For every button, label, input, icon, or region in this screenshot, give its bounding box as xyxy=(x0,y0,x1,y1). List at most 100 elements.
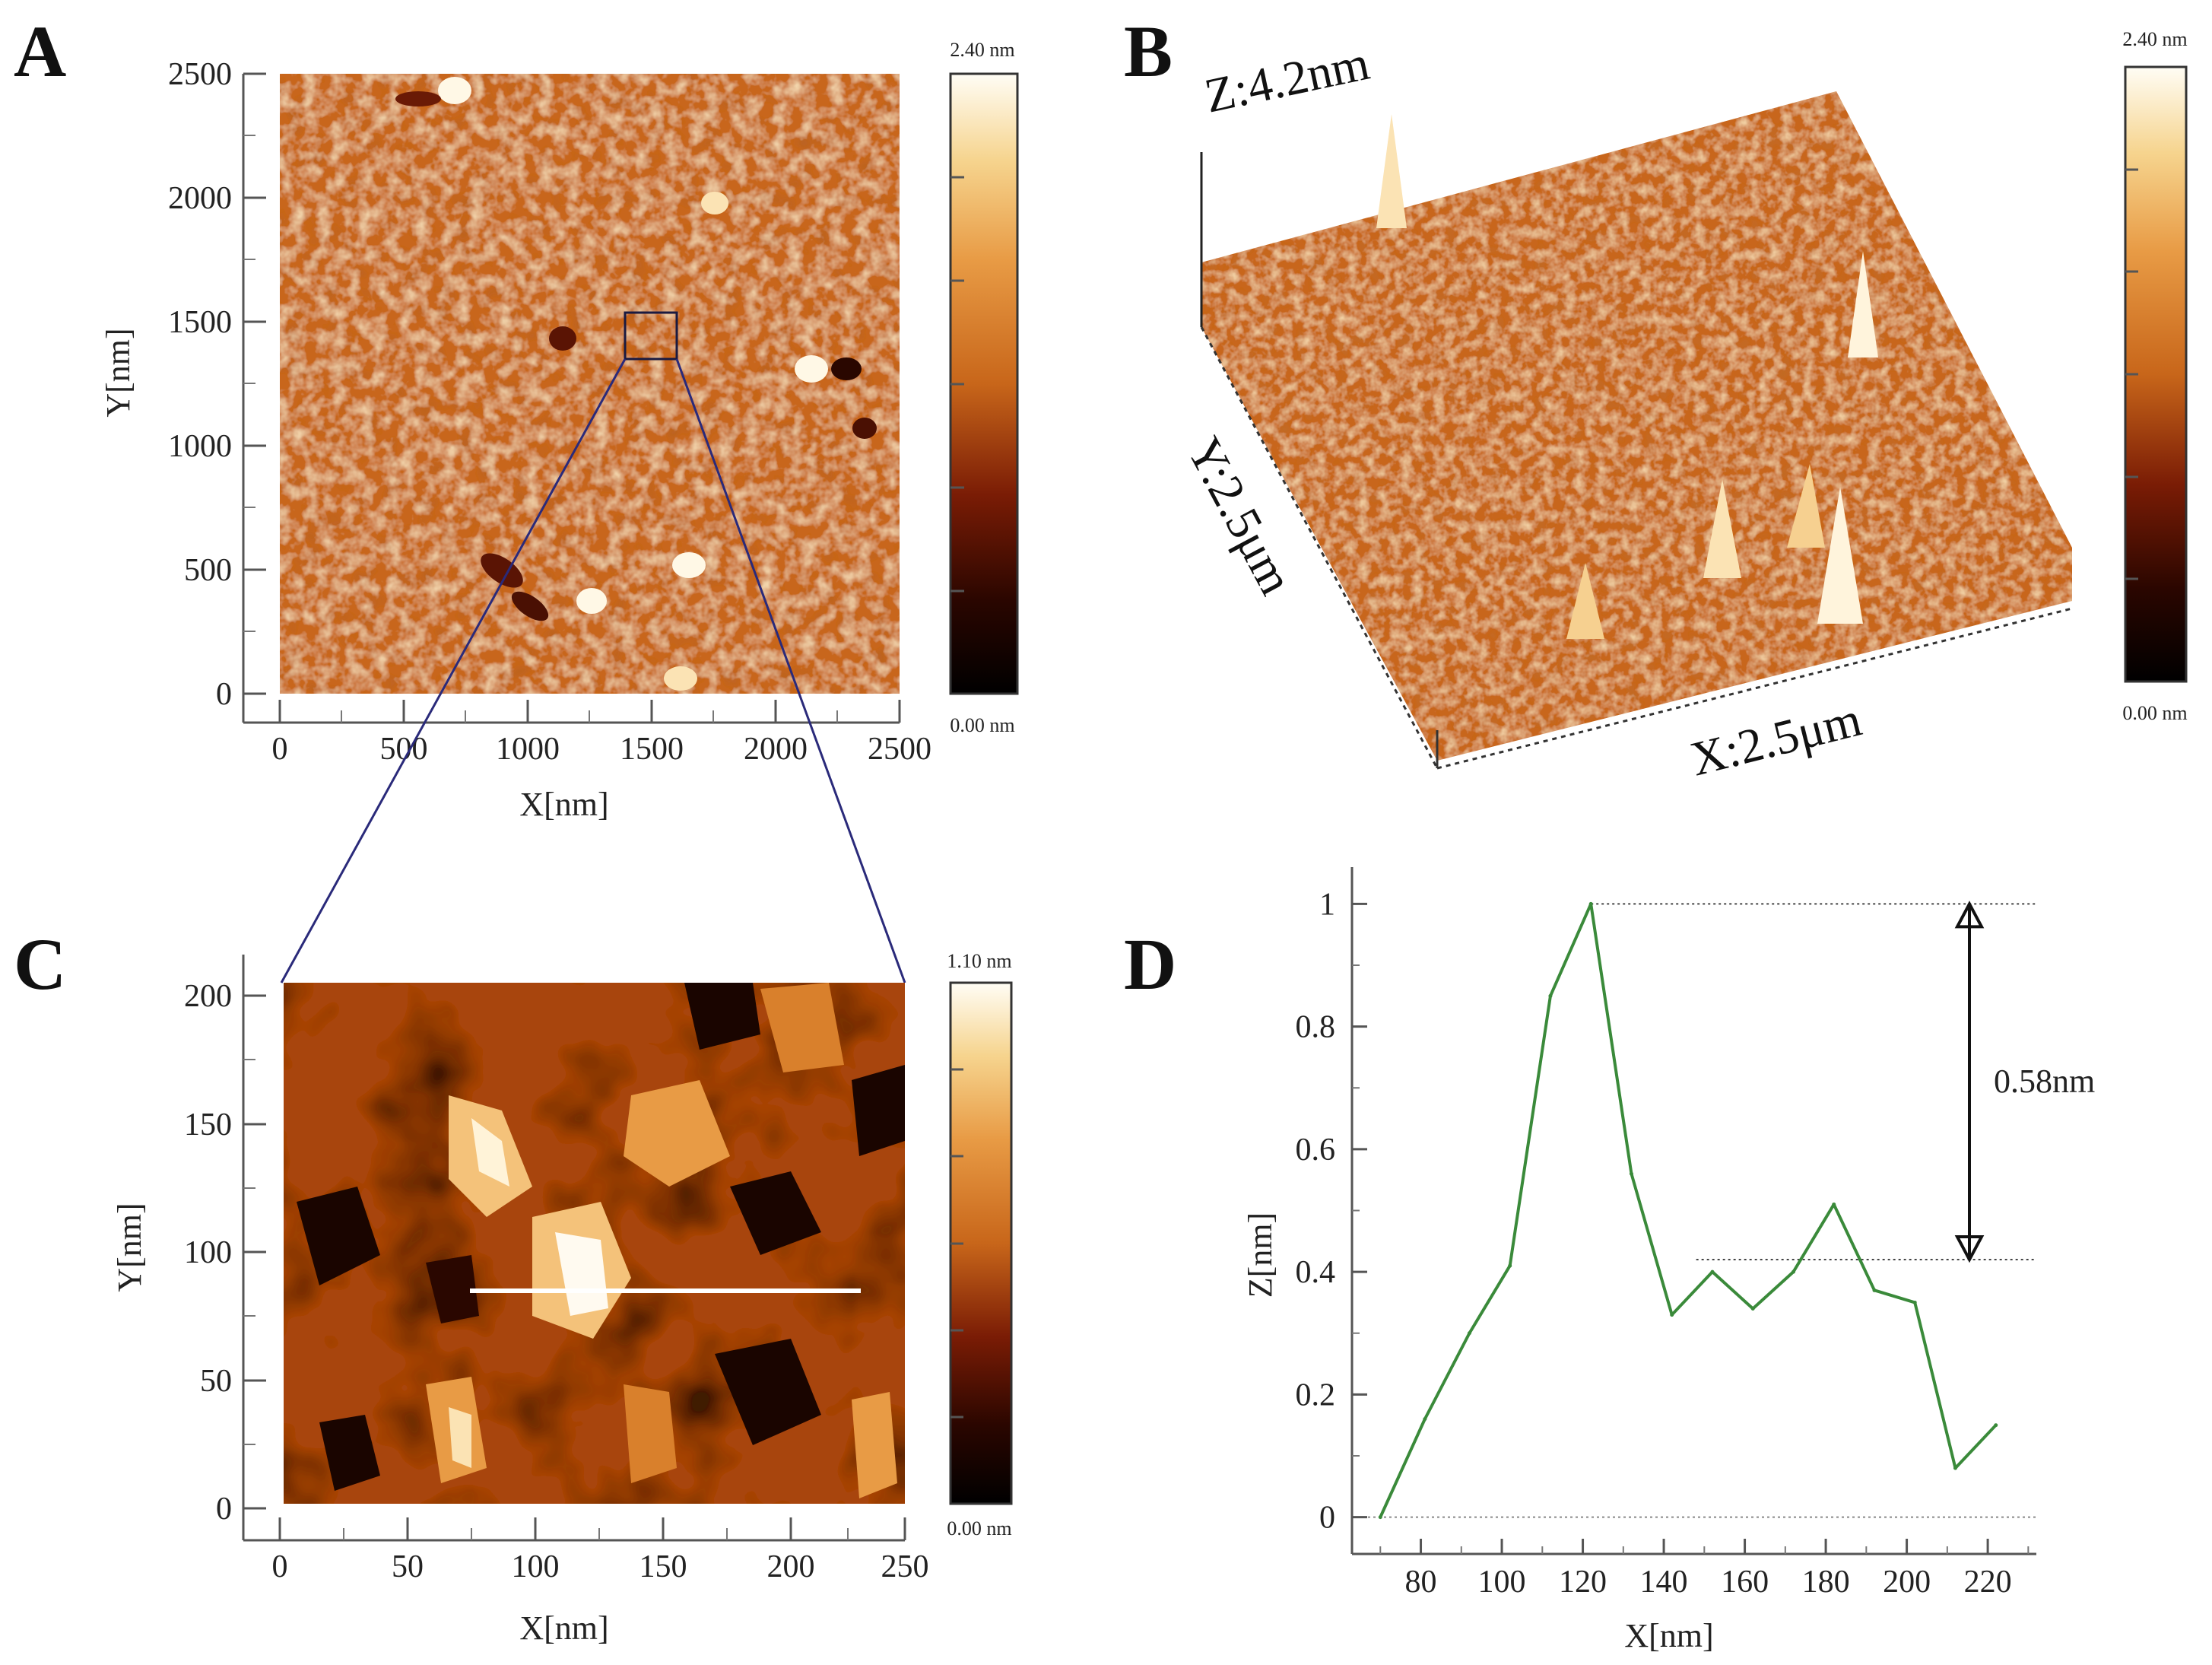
panel-d-data-point xyxy=(1378,1515,1382,1520)
panel-d-ytick-label: 1 xyxy=(1319,887,1335,922)
panel-d-data-point xyxy=(1872,1288,1877,1292)
panel-a-colorbar-ticks xyxy=(950,176,964,593)
panel-d-data-point xyxy=(1791,1269,1795,1274)
panel-b-surface xyxy=(1201,91,2072,761)
panel-d-reference-lines xyxy=(1352,903,2036,1518)
panel-c-ylabel: Y[nm] xyxy=(111,1203,148,1292)
panel-d-ticks: 80 100 120 140 160 180 200 220 0 0.2 0.4 0.6 0.8 1 xyxy=(1296,887,2030,1600)
panel-d-ytick-label: 0.4 xyxy=(1296,1255,1336,1290)
panel-a-ytick: 1500 xyxy=(168,305,232,340)
panel-c-ticks xyxy=(243,994,906,1540)
panel-b: B Z:4.2nm Y:2.5μm X:2.5μm 2.40 nm 0.00 n… xyxy=(1124,11,2188,786)
panel-c-y-tick-labels: 0 50 100 150 200 xyxy=(184,979,232,1527)
panel-c-ytick: 50 xyxy=(200,1364,232,1399)
panel-d: D 80 100 120 140 160 180 200 22000.20.40.60.81 … xyxy=(1124,867,2095,1654)
panel-d-xtick-label: 140 xyxy=(1640,1565,1688,1600)
panel-a-ytick: 500 xyxy=(184,553,232,588)
panel-c-xtick: 150 xyxy=(639,1549,687,1584)
panel-c-xtick: 0 xyxy=(272,1549,288,1584)
panel-d-xtick-label: 200 xyxy=(1883,1565,1931,1600)
panel-d-annotation: 0.58nm xyxy=(1954,901,2095,1263)
panel-d-arrowhead-top xyxy=(1954,901,1985,929)
panel-c-xtick: 250 xyxy=(881,1549,929,1584)
panel-a-ytick: 0 xyxy=(216,677,232,712)
panel-a-ytick: 2500 xyxy=(168,57,232,92)
panel-c-ytick: 200 xyxy=(184,979,232,1014)
panel-d-letter: D xyxy=(1124,923,1176,1005)
panel-a-xtick: 1500 xyxy=(620,732,684,767)
panel-a-xtick: 1000 xyxy=(496,732,560,767)
panel-c-colorbar-ticks xyxy=(950,1068,963,1419)
panel-a-ytick: 1000 xyxy=(168,429,232,464)
panel-b-z-label: Z:4.2nm xyxy=(1200,36,1374,123)
panel-d-ytick-label: 0.2 xyxy=(1296,1377,1336,1412)
panel-a-features xyxy=(395,77,877,691)
panel-d-arrowhead-bottom xyxy=(1954,1235,1985,1263)
panel-a-colorbar-max: 2.40 nm xyxy=(950,39,1014,61)
panel-a-colorbar-min: 0.00 nm xyxy=(950,714,1014,736)
panel-d-ytick-label: 0 xyxy=(1319,1501,1335,1536)
panel-b-y-axis xyxy=(1200,326,1439,769)
panel-b-letter: B xyxy=(1124,11,1173,92)
panel-a-xlabel: X[nm] xyxy=(519,786,608,823)
panel-d-ytick-label: 0.6 xyxy=(1296,1133,1336,1168)
panel-c-xlabel: X[nm] xyxy=(519,1609,608,1647)
panel-b-colorbar-min: 0.00 nm xyxy=(2122,702,2187,724)
panel-a-ticks xyxy=(243,72,901,723)
panel-d-xtick-label: 220 xyxy=(1964,1565,2012,1600)
panel-d-data-point xyxy=(1710,1269,1715,1274)
panel-a: A xyxy=(14,11,1019,823)
panel-a-ylabel: Y[nm] xyxy=(100,328,137,417)
panel-d-data-point xyxy=(1832,1202,1836,1206)
panel-d-profile-line xyxy=(1379,902,1998,1518)
panel-d-xtick-label: 80 xyxy=(1405,1565,1437,1600)
panel-a-letter: A xyxy=(14,11,66,92)
zoom-line-right xyxy=(675,358,906,983)
panel-c-ytick: 100 xyxy=(184,1235,232,1270)
panel-d-data-point xyxy=(1994,1423,1998,1428)
panel-d-series xyxy=(1378,901,1998,1520)
panel-d-data-point xyxy=(1670,1313,1674,1317)
panel-d-data-point xyxy=(1912,1300,1917,1304)
panel-c-dark-regions xyxy=(297,983,905,1491)
panel-d-data-point xyxy=(1548,993,1553,998)
panel-b-colorbar-max: 2.40 nm xyxy=(2122,28,2187,50)
panel-a-x-tick-labels: 0 500 1000 1500 2000 2500 xyxy=(272,732,932,767)
panel-c-bright-regions xyxy=(426,983,897,1498)
zoom-line-left xyxy=(280,358,627,983)
panel-c-xtick: 50 xyxy=(392,1549,424,1584)
panel-d-data-point xyxy=(1953,1466,1957,1470)
panel-d-xtick-label: 100 xyxy=(1478,1565,1526,1600)
panel-b-peaks xyxy=(1376,114,1878,639)
panel-d-ytick-label: 0.8 xyxy=(1296,1010,1336,1045)
panel-d-data-point xyxy=(1750,1307,1755,1311)
panel-d-xtick-label: 120 xyxy=(1559,1565,1607,1600)
panel-c-x-tick-labels: 0 50 100 150 200 250 xyxy=(272,1549,929,1584)
panel-d-data-point xyxy=(1508,1263,1512,1268)
panel-c-ytick: 150 xyxy=(184,1107,232,1142)
panel-d-xtick-label: 180 xyxy=(1802,1565,1850,1600)
panel-c-letter: C xyxy=(14,923,66,1005)
panel-d-data-point xyxy=(1588,901,1593,906)
panel-c-xtick: 200 xyxy=(767,1549,815,1584)
panel-a-xtick: 2000 xyxy=(744,732,808,767)
panel-a-y-tick-labels: 0 500 1000 1500 2000 2500 xyxy=(168,57,232,712)
panel-c-colorbar-min: 0.00 nm xyxy=(947,1517,1011,1539)
panel-d-annotation-label: 0.58nm xyxy=(1994,1063,2095,1100)
panel-d-data-point xyxy=(1629,1171,1633,1176)
panel-b-x-label: X:2.5μm xyxy=(1685,692,1866,786)
panel-a-xtick: 0 xyxy=(272,732,288,767)
panel-d-xtick-label: 160 xyxy=(1721,1565,1769,1600)
panel-d-data-point xyxy=(1423,1417,1427,1422)
panel-d-xlabel: X[nm] xyxy=(1624,1617,1713,1654)
panel-c-colorbar-max: 1.10 nm xyxy=(947,950,1011,972)
panel-b-colorbar-ticks xyxy=(2125,168,2138,580)
panel-c: C xyxy=(14,923,1013,1647)
panel-c-xtick: 100 xyxy=(512,1549,560,1584)
panel-a-zoom-box xyxy=(624,311,678,361)
panel-a-ytick: 2000 xyxy=(168,181,232,216)
panel-a-xtick: 2500 xyxy=(868,732,931,767)
panel-c-ytick: 0 xyxy=(216,1492,232,1527)
panel-d-ylabel: Z[nm] xyxy=(1242,1212,1279,1298)
